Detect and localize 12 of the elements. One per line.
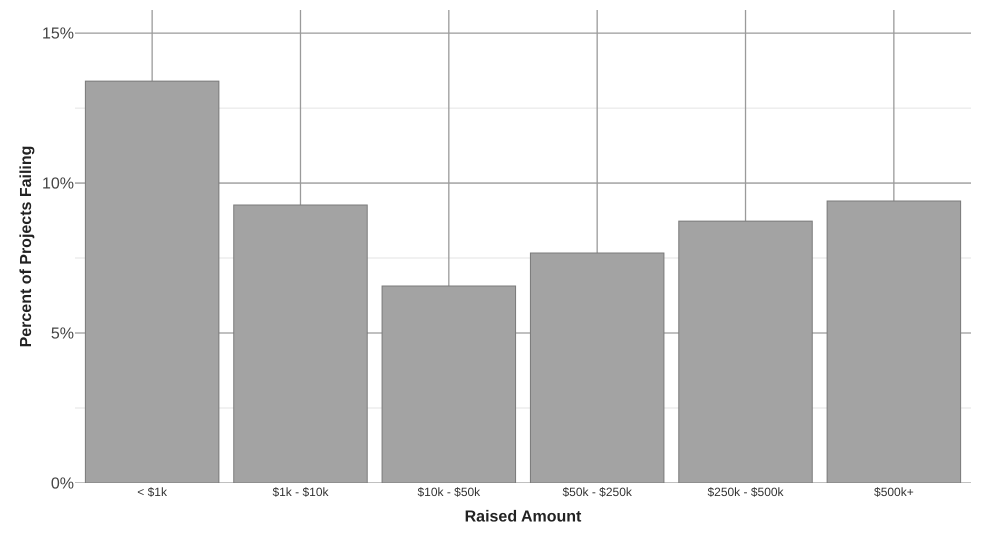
x-tick-label: $500k+: [874, 485, 914, 499]
y-tick-label: 5%: [50, 326, 74, 343]
x-tick-label: $10k - $50k: [417, 485, 482, 499]
y-tick-label: 15%: [42, 26, 74, 43]
x-tick-label: < $1k: [137, 485, 168, 499]
y-tick-label: 10%: [42, 176, 74, 193]
y-axis-title: Percent of Projects Failing: [18, 146, 35, 348]
x-tick-label: $1k - $10k: [272, 485, 330, 499]
x-axis-title: Raised Amount: [464, 508, 582, 526]
y-tick-label: 0%: [50, 476, 74, 493]
x-tick-label: $250k - $500k: [707, 485, 785, 499]
x-tick-label: $50k - $250k: [562, 485, 633, 499]
